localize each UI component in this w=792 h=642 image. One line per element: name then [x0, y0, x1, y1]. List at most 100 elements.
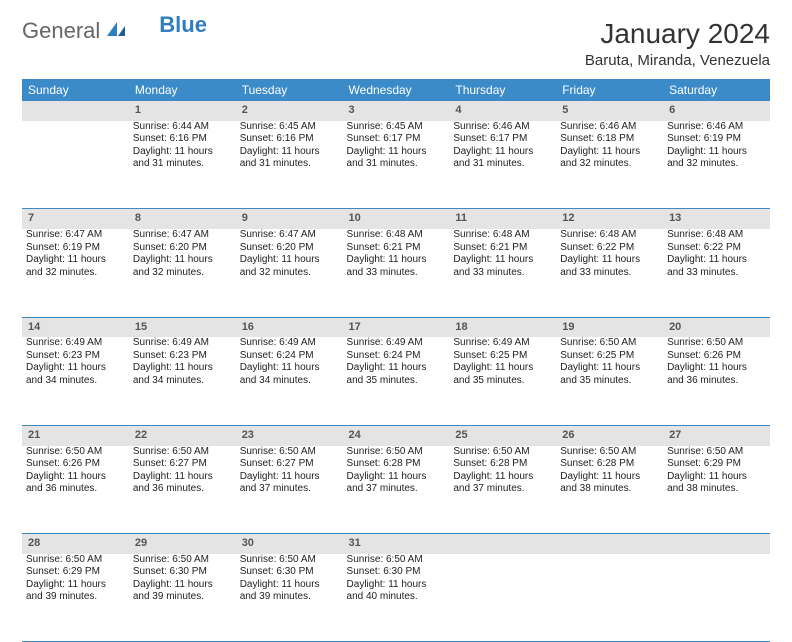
day-number: 7: [22, 209, 129, 229]
day-cell: Sunrise: 6:46 AMSunset: 6:17 PMDaylight:…: [449, 121, 556, 209]
sunrise-text: Sunrise: 6:49 AM: [133, 337, 232, 350]
day-cell: Sunrise: 6:50 AMSunset: 6:26 PMDaylight:…: [22, 446, 129, 534]
daylight-text: and 39 minutes.: [26, 591, 125, 604]
sunrise-text: Sunrise: 6:50 AM: [667, 446, 766, 459]
day-cell: Sunrise: 6:49 AMSunset: 6:25 PMDaylight:…: [449, 337, 556, 425]
daylight-text: Daylight: 11 hours: [240, 471, 339, 484]
sunrise-text: Sunrise: 6:47 AM: [133, 229, 232, 242]
daylight-text: Daylight: 11 hours: [240, 579, 339, 592]
daylight-text: Daylight: 11 hours: [347, 362, 446, 375]
sunset-text: Sunset: 6:30 PM: [240, 566, 339, 579]
sunset-text: Sunset: 6:17 PM: [453, 133, 552, 146]
day-cell: Sunrise: 6:48 AMSunset: 6:22 PMDaylight:…: [663, 229, 770, 317]
day-number: 22: [129, 425, 236, 445]
daylight-text: and 34 minutes.: [133, 375, 232, 388]
weekday-header: Sunday: [22, 79, 129, 101]
daylight-text: Daylight: 11 hours: [453, 254, 552, 267]
day-number: [22, 101, 129, 121]
sunrise-text: Sunrise: 6:46 AM: [453, 121, 552, 134]
daylight-text: Daylight: 11 hours: [347, 579, 446, 592]
day-number: 2: [236, 101, 343, 121]
sunset-text: Sunset: 6:19 PM: [667, 133, 766, 146]
daylight-text: Daylight: 11 hours: [133, 579, 232, 592]
sunset-text: Sunset: 6:26 PM: [667, 350, 766, 363]
day-cell: Sunrise: 6:50 AMSunset: 6:28 PMDaylight:…: [343, 446, 450, 534]
daylight-text: and 37 minutes.: [240, 483, 339, 496]
daylight-text: Daylight: 11 hours: [347, 471, 446, 484]
day-cell: Sunrise: 6:46 AMSunset: 6:19 PMDaylight:…: [663, 121, 770, 209]
daylight-text: and 31 minutes.: [453, 158, 552, 171]
month-title: January 2024: [585, 18, 770, 50]
weekday-header: Wednesday: [343, 79, 450, 101]
sunrise-text: Sunrise: 6:49 AM: [453, 337, 552, 350]
day-number: 6: [663, 101, 770, 121]
daylight-text: Daylight: 11 hours: [26, 362, 125, 375]
sunrise-text: Sunrise: 6:50 AM: [667, 337, 766, 350]
day-cell: Sunrise: 6:45 AMSunset: 6:17 PMDaylight:…: [343, 121, 450, 209]
sunset-text: Sunset: 6:19 PM: [26, 242, 125, 255]
sunset-text: Sunset: 6:30 PM: [347, 566, 446, 579]
weekday-row: SundayMondayTuesdayWednesdayThursdayFrid…: [22, 79, 770, 101]
day-cell: Sunrise: 6:50 AMSunset: 6:27 PMDaylight:…: [129, 446, 236, 534]
daylight-text: Daylight: 11 hours: [560, 362, 659, 375]
sunset-text: Sunset: 6:28 PM: [347, 458, 446, 471]
sunset-text: Sunset: 6:25 PM: [453, 350, 552, 363]
day-cell: Sunrise: 6:48 AMSunset: 6:21 PMDaylight:…: [343, 229, 450, 317]
day-number-row: 78910111213: [22, 209, 770, 229]
daylight-text: Daylight: 11 hours: [240, 362, 339, 375]
sunrise-text: Sunrise: 6:49 AM: [26, 337, 125, 350]
sunset-text: Sunset: 6:25 PM: [560, 350, 659, 363]
day-cell: Sunrise: 6:48 AMSunset: 6:21 PMDaylight:…: [449, 229, 556, 317]
daylight-text: and 32 minutes.: [240, 267, 339, 280]
daylight-text: and 40 minutes.: [347, 591, 446, 604]
daylight-text: Daylight: 11 hours: [26, 471, 125, 484]
daylight-text: Daylight: 11 hours: [560, 471, 659, 484]
title-block: January 2024 Baruta, Miranda, Venezuela: [585, 18, 770, 69]
sunrise-text: Sunrise: 6:48 AM: [560, 229, 659, 242]
sunrise-text: Sunrise: 6:50 AM: [26, 554, 125, 567]
daylight-text: and 35 minutes.: [453, 375, 552, 388]
day-cell: Sunrise: 6:50 AMSunset: 6:29 PMDaylight:…: [22, 554, 129, 642]
sunset-text: Sunset: 6:29 PM: [667, 458, 766, 471]
sunset-text: Sunset: 6:30 PM: [133, 566, 232, 579]
logo-text-blue: Blue: [159, 12, 207, 38]
day-cell: Sunrise: 6:50 AMSunset: 6:28 PMDaylight:…: [556, 446, 663, 534]
day-cell: Sunrise: 6:50 AMSunset: 6:30 PMDaylight:…: [343, 554, 450, 642]
daylight-text: and 31 minutes.: [347, 158, 446, 171]
daylight-text: Daylight: 11 hours: [133, 362, 232, 375]
day-body-row: Sunrise: 6:50 AMSunset: 6:29 PMDaylight:…: [22, 554, 770, 642]
logo-text-general: General: [22, 18, 100, 44]
day-number: 15: [129, 317, 236, 337]
brand-logo: General Blue: [22, 18, 207, 44]
daylight-text: and 33 minutes.: [667, 267, 766, 280]
sunrise-text: Sunrise: 6:48 AM: [667, 229, 766, 242]
day-cell: Sunrise: 6:47 AMSunset: 6:19 PMDaylight:…: [22, 229, 129, 317]
day-number: 4: [449, 101, 556, 121]
sunrise-text: Sunrise: 6:50 AM: [453, 446, 552, 459]
day-cell: Sunrise: 6:48 AMSunset: 6:22 PMDaylight:…: [556, 229, 663, 317]
daylight-text: Daylight: 11 hours: [26, 254, 125, 267]
day-cell: Sunrise: 6:50 AMSunset: 6:30 PMDaylight:…: [236, 554, 343, 642]
sunrise-text: Sunrise: 6:50 AM: [560, 337, 659, 350]
daylight-text: Daylight: 11 hours: [133, 254, 232, 267]
day-number: 18: [449, 317, 556, 337]
day-cell: Sunrise: 6:49 AMSunset: 6:23 PMDaylight:…: [22, 337, 129, 425]
day-cell: [22, 121, 129, 209]
calendar-table: SundayMondayTuesdayWednesdayThursdayFrid…: [22, 79, 770, 642]
sunrise-text: Sunrise: 6:49 AM: [240, 337, 339, 350]
sunrise-text: Sunrise: 6:50 AM: [133, 446, 232, 459]
daylight-text: and 39 minutes.: [240, 591, 339, 604]
day-cell: Sunrise: 6:49 AMSunset: 6:23 PMDaylight:…: [129, 337, 236, 425]
sunrise-text: Sunrise: 6:50 AM: [240, 446, 339, 459]
day-cell: [663, 554, 770, 642]
sunset-text: Sunset: 6:16 PM: [133, 133, 232, 146]
daylight-text: and 38 minutes.: [667, 483, 766, 496]
day-number: 28: [22, 534, 129, 554]
day-number: 31: [343, 534, 450, 554]
sunset-text: Sunset: 6:21 PM: [347, 242, 446, 255]
day-number: 1: [129, 101, 236, 121]
day-cell: Sunrise: 6:46 AMSunset: 6:18 PMDaylight:…: [556, 121, 663, 209]
sunrise-text: Sunrise: 6:48 AM: [347, 229, 446, 242]
sunset-text: Sunset: 6:20 PM: [133, 242, 232, 255]
daylight-text: and 34 minutes.: [26, 375, 125, 388]
